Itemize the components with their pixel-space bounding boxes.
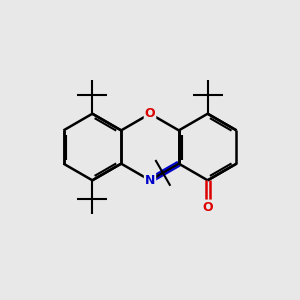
Text: O: O: [145, 107, 155, 120]
Text: N: N: [145, 174, 155, 187]
Text: O: O: [202, 201, 213, 214]
